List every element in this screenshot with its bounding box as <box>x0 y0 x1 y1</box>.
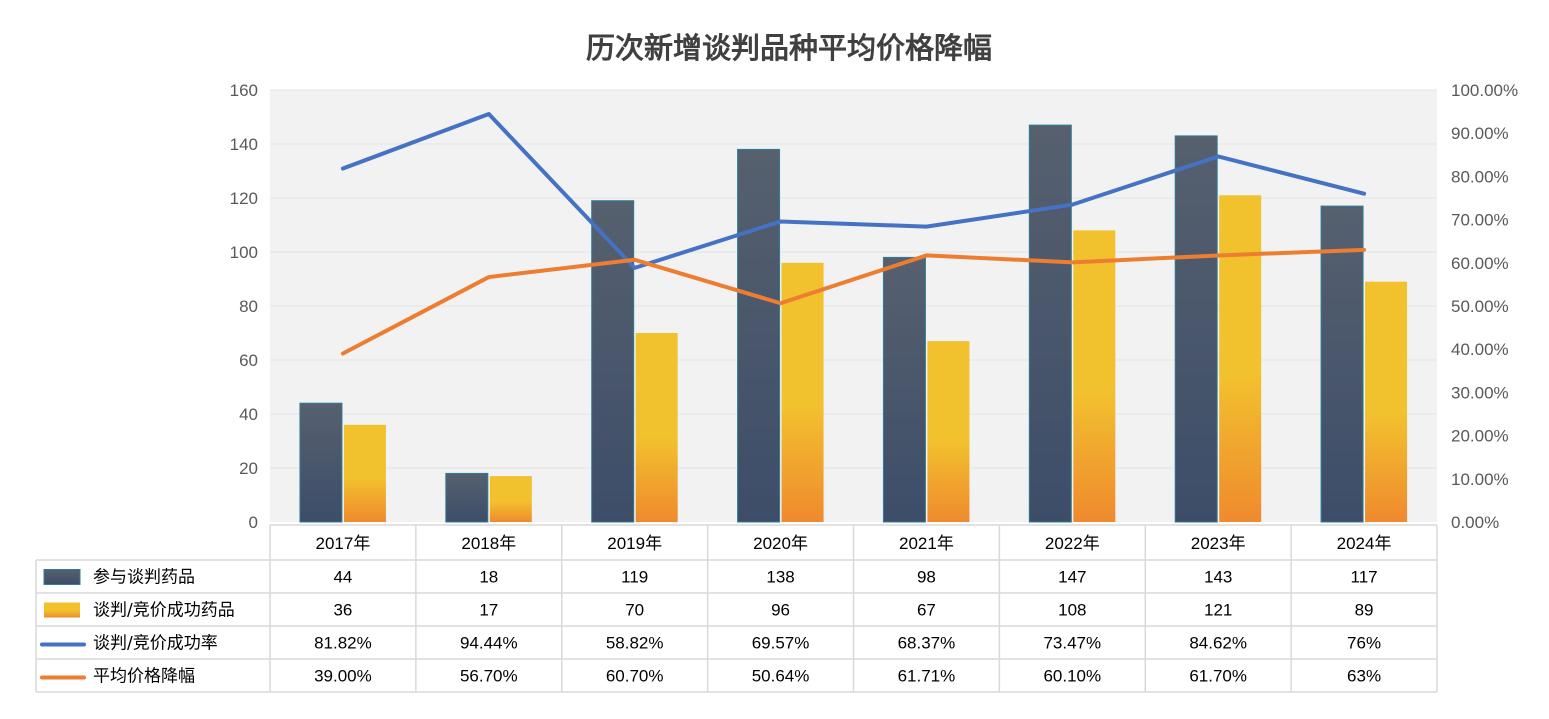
legend-key-participating <box>43 569 81 585</box>
table-cell: 36 <box>333 601 352 620</box>
table-cell: 60.70% <box>606 667 664 686</box>
y-tick-label: 140 <box>230 135 258 154</box>
bar-participating <box>299 402 343 523</box>
table-cell: 63% <box>1347 667 1381 686</box>
y2-tick-label: 30.00% <box>1451 383 1509 402</box>
table-cell: 89 <box>1355 601 1374 620</box>
table-cell: 17 <box>479 601 498 620</box>
y2-tick-label: 100.00% <box>1451 81 1518 100</box>
bar-success <box>927 341 970 522</box>
table-cell: 69.57% <box>752 634 810 653</box>
table-cell: 61.71% <box>898 667 956 686</box>
y2-tick-label: 60.00% <box>1451 254 1509 273</box>
bar-participating <box>1028 124 1072 523</box>
y2-tick-label: 20.00% <box>1451 427 1509 446</box>
x-tick-label: 2020年 <box>753 534 808 553</box>
x-tick-label: 2018年 <box>461 534 516 553</box>
bar-success <box>1073 230 1116 522</box>
y2-tick-label: 90.00% <box>1451 124 1509 143</box>
table-cell: 18 <box>479 568 498 587</box>
table-cell: 96 <box>771 601 790 620</box>
table-cell: 60.10% <box>1043 667 1101 686</box>
table-cell: 73.47% <box>1043 634 1101 653</box>
y-tick-label: 0 <box>249 513 258 532</box>
legend-label: 平均价格降幅 <box>93 667 195 687</box>
table-cell: 50.64% <box>752 667 810 686</box>
bar-success <box>489 476 532 522</box>
table-cell: 68.37% <box>898 634 956 653</box>
table-cell: 58.82% <box>606 634 664 653</box>
legend-label: 谈判/竞价成功率 <box>93 634 218 654</box>
bar-participating <box>1174 135 1218 523</box>
table-cell: 119 <box>621 568 648 587</box>
y2-tick-label: 0.00% <box>1451 513 1499 532</box>
y2-tick-label: 40.00% <box>1451 340 1509 359</box>
x-tick-label: 2017年 <box>316 534 371 553</box>
bar-participating <box>737 148 781 523</box>
x-tick-label: 2021年 <box>899 534 954 553</box>
y-tick-label: 80 <box>239 297 258 316</box>
data-table: 2017年 2018年 2019年 2020年 2021年 2022年 2023年 2024年… <box>35 524 1438 693</box>
y-tick-label: 40 <box>239 405 258 424</box>
plot-area: 0 20 40 60 80 100 120 140 160 0.00% 10.00% 20.00% 30… <box>230 81 1519 532</box>
y2-tick-label: 50.00% <box>1451 297 1509 316</box>
line-success-rate <box>340 112 1367 270</box>
x-tick-label: 2024年 <box>1337 534 1392 553</box>
table-cell: 39.00% <box>314 667 372 686</box>
bar-participating <box>1320 205 1364 523</box>
bar-participating <box>445 472 489 523</box>
y2-tick-label: 10.00% <box>1451 470 1509 489</box>
table-cell: 44 <box>333 568 352 587</box>
bar-success <box>343 424 386 522</box>
table-cell: 98 <box>917 568 936 587</box>
y2-tick-label: 70.00% <box>1451 211 1509 230</box>
x-tick-label: 2019年 <box>607 534 662 553</box>
bar-success <box>1365 281 1408 522</box>
table-cell: 70 <box>625 601 644 620</box>
table-cell: 84.62% <box>1189 634 1247 653</box>
table-cell: 94.44% <box>460 634 518 653</box>
table-cell: 67 <box>917 601 936 620</box>
line-price-drop <box>340 247 1367 356</box>
y2-tick-label: 80.00% <box>1451 167 1509 186</box>
table-cell: 108 <box>1058 601 1086 620</box>
bar-success <box>1219 195 1262 523</box>
table-cell: 117 <box>1351 568 1378 587</box>
x-tick-label: 2022年 <box>1045 534 1100 553</box>
table-cell: 121 <box>1204 601 1232 620</box>
legend-key-success <box>44 602 80 618</box>
x-tick-label: 2023年 <box>1191 534 1246 553</box>
y-tick-label: 100 <box>230 243 258 262</box>
table-cell: 56.70% <box>460 667 518 686</box>
y-tick-label: 120 <box>230 189 258 208</box>
legend-label: 谈判/竞价成功药品 <box>93 601 235 621</box>
legend-label: 参与谈判药品 <box>93 568 195 588</box>
table-cell: 147 <box>1058 568 1086 587</box>
table-cell: 76% <box>1347 634 1381 653</box>
table-cell: 61.70% <box>1189 667 1247 686</box>
chart-title: 历次新增谈判品种平均价格降幅 <box>586 31 992 65</box>
table-cell: 81.82% <box>314 634 372 653</box>
y-tick-label: 20 <box>239 459 258 478</box>
y-tick-label: 60 <box>239 351 258 370</box>
table-cell: 138 <box>766 568 794 587</box>
y-tick-label: 160 <box>230 81 258 100</box>
bar-participating <box>882 256 926 523</box>
table-cell: 143 <box>1204 568 1232 587</box>
bar-participating <box>591 200 635 523</box>
bar-success <box>635 333 678 522</box>
bar-success <box>781 262 824 522</box>
